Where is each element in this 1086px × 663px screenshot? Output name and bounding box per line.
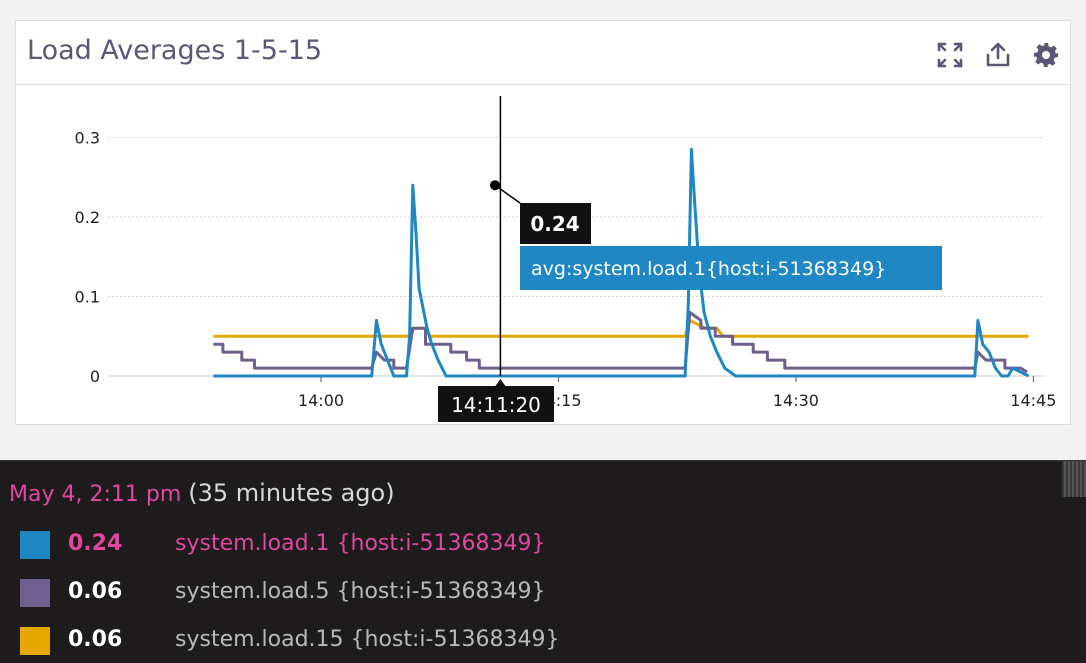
y-tick-label: 0 — [90, 367, 100, 386]
legend-panel: May 4, 2:11 pm (35 minutes ago) 0.24 sys… — [0, 460, 1086, 663]
gear-icon[interactable] — [1032, 41, 1060, 69]
legend-date: May 4, 2:11 pm — [9, 482, 182, 507]
load-chart[interactable]: 00.10.20.314:00 14:15 14:30 14:450.24avg:sy… — [0, 0, 1086, 460]
widget-title: Load Averages 1-5-15 — [27, 35, 323, 66]
series-line-system-load-15 — [213, 318, 1029, 338]
tooltip-series-name: avg:system.load.1{host:i-51368349} — [531, 258, 886, 280]
time-flag-arrow — [495, 379, 506, 386]
time-flag-label: 14:11:20 — [451, 393, 541, 417]
legend-timestamp: May 4, 2:11 pm (35 minutes ago) — [9, 479, 395, 507]
x-tick-label: 14:30 — [773, 391, 819, 410]
legend-value: 0.06 — [68, 627, 123, 652]
legend-value: 0.24 — [68, 531, 123, 556]
x-tick-label: 14:45 — [1010, 391, 1056, 410]
x-tick-label: 14:00 — [298, 391, 344, 410]
legend-swatch — [20, 579, 50, 607]
y-tick-label: 0.3 — [75, 129, 100, 148]
legend-series-name: system.load.1 {host:i-51368349} — [175, 531, 546, 556]
legend-series-name: system.load.5 {host:i-51368349} — [175, 579, 546, 604]
legend-series-name: system.load.15 {host:i-51368349} — [175, 627, 560, 652]
tooltip-leader — [494, 184, 521, 204]
scrollbar-handle[interactable] — [1062, 461, 1086, 497]
series-line-system-load-1 — [213, 147, 1030, 378]
expand-icon[interactable] — [936, 41, 964, 69]
tooltip-series-box — [520, 246, 942, 290]
legend-row-load15[interactable]: 0.06 system.load.15 {host:i-51368349} — [0, 621, 1086, 661]
y-tick-label: 0.1 — [75, 288, 100, 307]
legend-swatch — [20, 531, 50, 559]
tooltip-value: 0.24 — [530, 212, 579, 236]
legend-value: 0.06 — [68, 579, 123, 604]
legend-row-load1[interactable]: 0.24 system.load.1 {host:i-51368349} — [0, 525, 1086, 565]
tooltip-value-box — [520, 203, 591, 244]
time-flag-box — [438, 386, 554, 422]
series-line-system-load-5 — [213, 310, 1028, 374]
legend-relative-time: (35 minutes ago) — [188, 479, 395, 507]
y-tick-label: 0.2 — [75, 208, 100, 227]
share-icon[interactable] — [984, 41, 1012, 69]
legend-row-load5[interactable]: 0.06 system.load.5 {host:i-51368349} — [0, 573, 1086, 613]
legend-swatch — [20, 627, 50, 655]
widget-header: Load Averages 1-5-15 — [16, 21, 1070, 85]
